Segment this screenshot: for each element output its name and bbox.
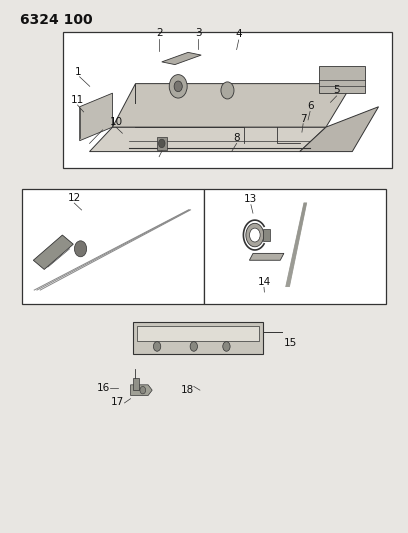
Circle shape [190,342,197,351]
Text: 14: 14 [257,277,271,287]
Polygon shape [131,385,152,395]
Bar [137,326,259,341]
Polygon shape [113,84,352,127]
Text: 15: 15 [284,338,297,348]
Bar [157,136,167,150]
Circle shape [74,241,86,257]
Text: 1: 1 [75,67,82,77]
Circle shape [223,342,230,351]
Bar [22,189,204,304]
Bar [133,322,263,354]
Text: 9: 9 [159,140,165,150]
Text: 8: 8 [233,133,240,143]
Polygon shape [319,66,366,93]
Text: 17: 17 [111,398,124,407]
Text: 10: 10 [110,117,123,127]
Polygon shape [246,223,264,247]
Text: 3: 3 [195,28,202,38]
Text: 11: 11 [71,95,84,105]
Circle shape [153,342,161,351]
Polygon shape [33,235,73,270]
Text: 5: 5 [333,85,340,95]
Circle shape [158,139,165,148]
Bar [63,32,392,168]
Polygon shape [162,52,201,64]
Circle shape [140,386,146,394]
Text: 18: 18 [181,385,194,394]
Bar [133,378,139,390]
Text: 6: 6 [307,101,313,111]
Circle shape [221,82,234,99]
Text: 13: 13 [244,194,257,204]
Polygon shape [89,127,326,151]
Text: 6324 100: 6324 100 [20,13,93,27]
Circle shape [169,75,187,98]
Text: 12: 12 [68,192,81,203]
Bar [263,229,270,241]
Text: 16: 16 [97,383,110,393]
Text: 2: 2 [156,28,162,38]
Polygon shape [249,253,284,260]
Circle shape [174,81,182,92]
Bar [204,189,386,304]
Circle shape [250,228,260,242]
Text: 4: 4 [235,29,242,39]
Polygon shape [80,93,113,141]
Text: 7: 7 [300,114,306,124]
Polygon shape [300,107,379,151]
